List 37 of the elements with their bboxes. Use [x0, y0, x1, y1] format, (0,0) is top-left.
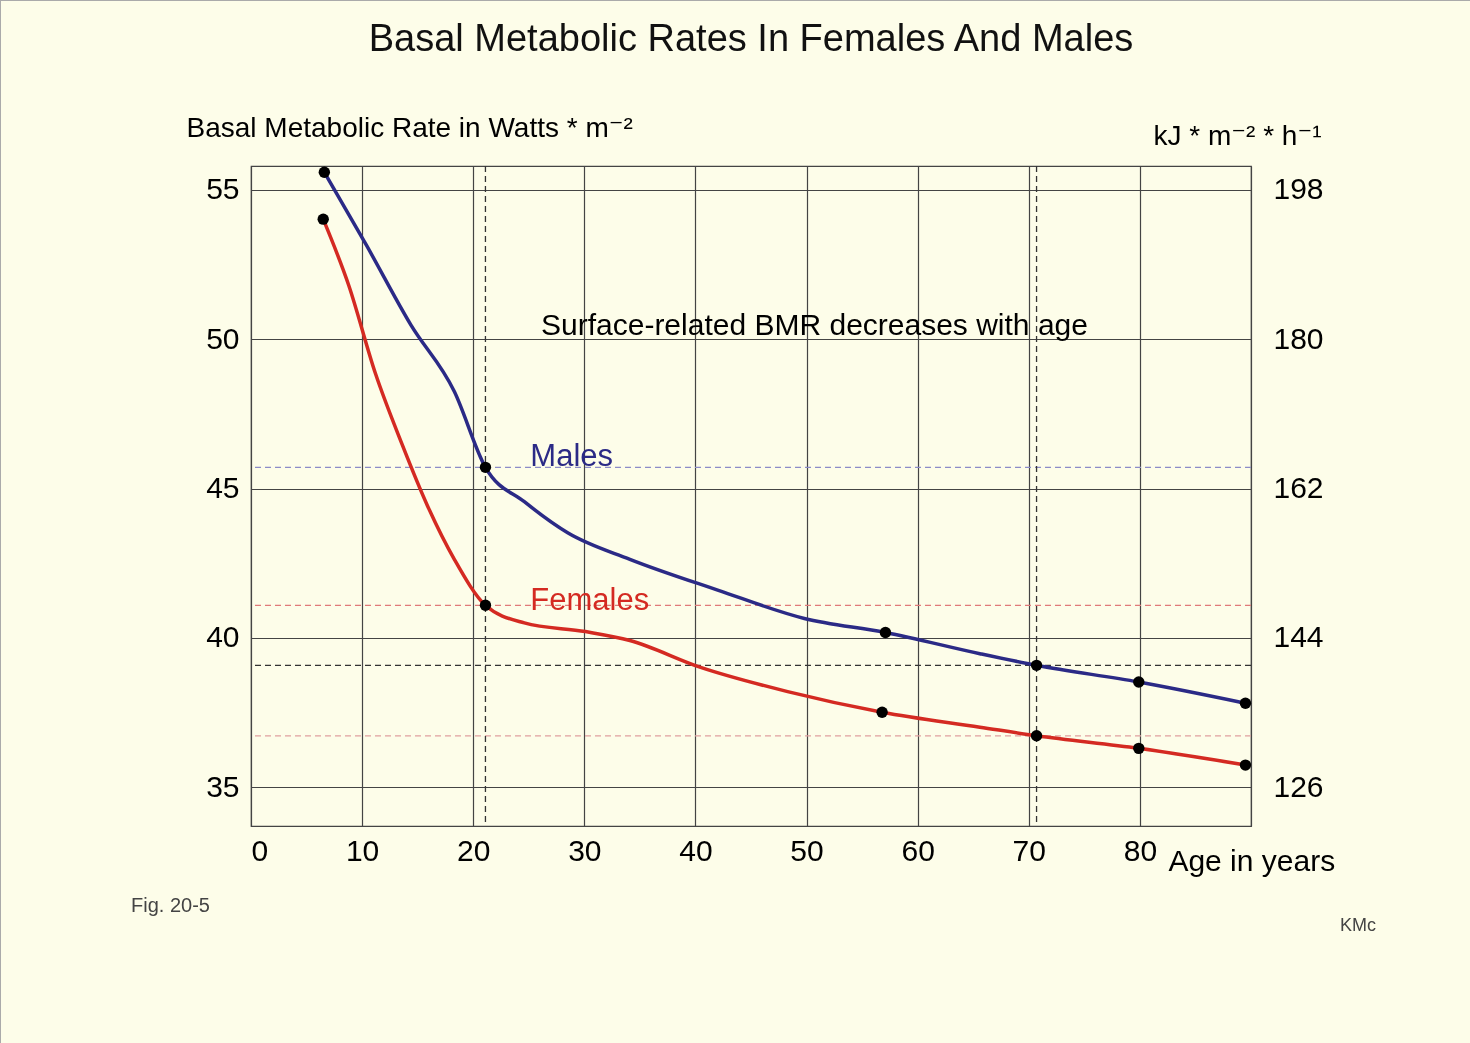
y2-tick-label: 162 [1273, 471, 1324, 505]
y-axis-title: Basal Metabolic Rate in Watts * m⁻² [186, 111, 633, 143]
x-tick-label: 50 [790, 833, 824, 867]
x-axis-title: Age in years [1168, 843, 1336, 877]
x-tick-label: 70 [1012, 833, 1046, 867]
y2-tick-label: 180 [1273, 321, 1324, 355]
point [1239, 697, 1252, 709]
y-tick-label: 55 [206, 172, 240, 206]
point [876, 706, 888, 718]
text: KMc [1340, 915, 1376, 935]
caption: Fig. 20-5 [131, 894, 210, 916]
x-tick-label: 80 [1123, 833, 1158, 867]
y2-axis-title: kJ * m⁻² * h⁻¹ [1153, 119, 1322, 151]
y-tick-label: 50 [206, 321, 240, 355]
x-tick-label: 40 [679, 833, 713, 867]
point [318, 166, 331, 178]
chart-title: Basal Metabolic Rates In Females And Males [368, 17, 1134, 59]
point [1133, 676, 1145, 688]
point [1239, 759, 1252, 771]
point [1030, 659, 1043, 672]
y2-tick-label: 126 [1273, 769, 1324, 803]
x-tick-label: 60 [901, 833, 935, 867]
x-tick-label: 10 [345, 833, 380, 867]
y2-tick-label: 198 [1273, 172, 1324, 206]
y-tick-label: 35 [206, 769, 240, 803]
point [879, 626, 892, 639]
x-tick-label: 30 [568, 833, 602, 867]
point [317, 213, 329, 225]
x-tick-label: 20 [457, 833, 491, 867]
y2-tick-label: 144 [1273, 620, 1324, 654]
point [479, 599, 492, 611]
point [479, 461, 492, 474]
y-tick-label: 40 [206, 620, 240, 654]
point [1030, 730, 1043, 742]
point [1133, 742, 1145, 755]
y-tick-label: 45 [206, 471, 240, 505]
x-tick-label: 0 [251, 833, 269, 867]
